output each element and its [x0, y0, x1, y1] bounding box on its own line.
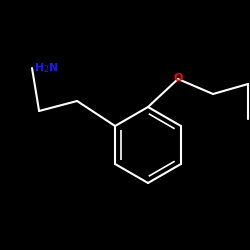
Text: O: O — [173, 73, 183, 83]
Text: H$_2$N: H$_2$N — [34, 61, 59, 75]
